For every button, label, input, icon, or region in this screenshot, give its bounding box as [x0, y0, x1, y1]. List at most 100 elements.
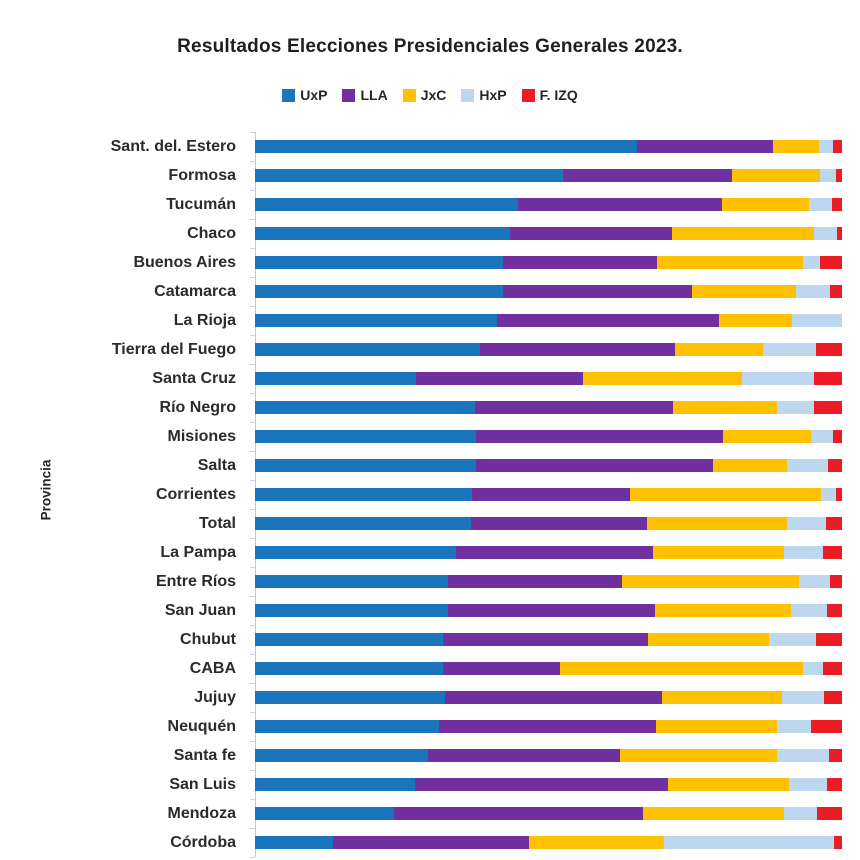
chart-row: Neuquén [0, 712, 860, 741]
legend-item-f-izq: F. IZQ [521, 87, 578, 103]
bar-segment-f-izq [833, 140, 842, 153]
axis-tick [250, 335, 255, 336]
stacked-bar [255, 604, 842, 617]
bar-segment-uxp [255, 807, 394, 820]
bar-segment-lla [448, 575, 623, 588]
bar-segment-hxp [742, 372, 814, 385]
bar-segment-hxp [791, 604, 828, 617]
stacked-bar [255, 836, 842, 849]
bar-segment-uxp [255, 459, 477, 472]
bar-segment-uxp [255, 343, 481, 356]
province-label: Total [198, 514, 236, 532]
province-label: Tierra del Fuego [111, 340, 236, 358]
stacked-bar [255, 459, 842, 472]
bar-segment-jxc [654, 604, 792, 617]
bar-segment-jxc [655, 720, 777, 733]
bar-segment-f-izq [836, 488, 842, 501]
bar-segment-f-izq [834, 836, 842, 849]
bar-segment-f-izq [822, 662, 842, 675]
province-label: Neuquén [167, 717, 236, 735]
bar-segment-jxc [647, 517, 787, 530]
bar-segment-hxp [814, 227, 837, 240]
bar-segment-uxp [255, 604, 449, 617]
province-label: Tucumán [166, 195, 236, 213]
bar-segment-uxp [255, 575, 449, 588]
stacked-bar [255, 256, 842, 269]
province-label: Catamarca [154, 282, 236, 300]
province-label: Formosa [168, 166, 236, 184]
bar-segment-hxp [783, 546, 823, 559]
chart-row: Entre Ríos [0, 567, 860, 596]
bar-segment-f-izq [816, 343, 842, 356]
bar-segment-lla [428, 749, 620, 762]
bar-segment-uxp [255, 633, 444, 646]
stacked-bar [255, 807, 842, 820]
province-label: Sant. del. Estero [110, 137, 236, 155]
axis-tick [250, 654, 255, 655]
bar-segment-jxc [529, 836, 665, 849]
bar-segment-jxc [772, 140, 819, 153]
axis-tick [250, 625, 255, 626]
bar-segment-uxp [255, 285, 504, 298]
bar-segment-uxp [255, 314, 498, 327]
bar-segment-jxc [648, 633, 769, 646]
bar-segment-hxp [818, 140, 834, 153]
bar-segment-f-izq [830, 575, 842, 588]
bar-segment-jxc [672, 227, 815, 240]
chart-row: San Juan [0, 596, 860, 625]
bar-segment-hxp [664, 836, 835, 849]
axis-tick [250, 538, 255, 539]
bar-segment-uxp [255, 140, 638, 153]
axis-tick [250, 364, 255, 365]
bar-segment-uxp [255, 720, 440, 733]
bar-segment-f-izq [831, 198, 842, 211]
bar-segment-jxc [643, 807, 784, 820]
axis-tick [250, 480, 255, 481]
province-label: Entre Ríos [155, 572, 236, 590]
province-label: CABA [189, 659, 236, 677]
bar-segment-f-izq [810, 720, 842, 733]
bar-segment-hxp [789, 778, 828, 791]
bar-segment-hxp [803, 662, 823, 675]
bar-segment-uxp [255, 836, 334, 849]
axis-tick [250, 857, 255, 858]
stacked-bar [255, 198, 842, 211]
bar-segment-lla [415, 778, 669, 791]
axis-tick [250, 451, 255, 452]
legend-item-lla: LLA [342, 87, 388, 103]
bar-segment-jxc [723, 430, 811, 443]
axis-tick [250, 393, 255, 394]
chart-row: La Pampa [0, 538, 860, 567]
legend-item-jxc: JxC [402, 87, 446, 103]
chart-row: Buenos Aires [0, 248, 860, 277]
bar-segment-jxc [619, 749, 777, 762]
stacked-bar [255, 633, 842, 646]
chart-row: Catamarca [0, 277, 860, 306]
chart-row: Río Negro [0, 393, 860, 422]
bar-segment-lla [448, 604, 655, 617]
chart-row: Total [0, 509, 860, 538]
stacked-bar [255, 778, 842, 791]
bar-segment-hxp [810, 430, 834, 443]
axis-tick [250, 132, 255, 133]
bar-segment-f-izq [826, 517, 842, 530]
axis-tick [250, 683, 255, 684]
axis-tick [250, 828, 255, 829]
bar-segment-hxp [799, 575, 831, 588]
bar-segment-lla [455, 546, 653, 559]
axis-tick [250, 248, 255, 249]
province-label: San Luis [169, 775, 236, 793]
stacked-bar [255, 227, 842, 240]
legend-swatch-icon [402, 88, 416, 102]
bar-segment-lla [439, 720, 656, 733]
bar-segment-f-izq [817, 807, 842, 820]
stacked-bar [255, 546, 842, 559]
province-label: Chubut [180, 630, 236, 648]
bar-segment-hxp [776, 720, 811, 733]
province-label: Corrientes [155, 485, 236, 503]
province-label: La Pampa [160, 543, 236, 561]
chart-row: CABA [0, 654, 860, 683]
bar-segment-jxc [668, 778, 790, 791]
bar-segment-jxc [675, 343, 764, 356]
bar-segment-uxp [255, 488, 472, 501]
